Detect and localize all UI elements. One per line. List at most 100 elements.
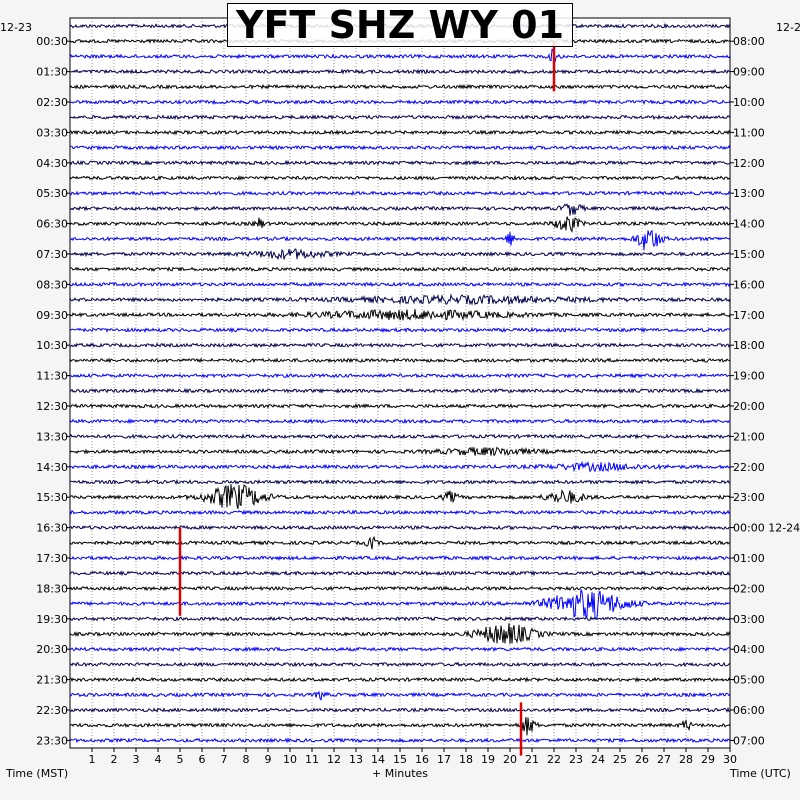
right-tick-label: 15:00 [733,248,765,261]
trace-row-20 [69,326,731,334]
x-tick-label: 17 [437,753,451,766]
trace-row-18 [69,293,731,306]
trace-row-25 [69,403,731,410]
left-date-label: 12-23 [0,21,32,34]
left-axis: 00:30 01:30 02:30 03:30 04:30 05:30 06:30 07:30… [36,35,70,747]
right-tick-label: 09:00 [733,66,765,79]
x-label-center: + Minutes [372,767,429,780]
x-tick-label: 19 [481,753,495,766]
right-tick-label: 10:00 [733,96,765,109]
x-tick-label: 11 [305,753,319,766]
x-tick-label: 7 [221,753,228,766]
trace-row-43 [69,676,731,683]
x-axis: 1 2 3 4 5 6 7 8 9 10 11 12 13 14 15 16 17 18 19 20 21 22 23 24 2… [89,748,737,766]
left-tick-label: 09:30 [36,309,68,322]
left-tick-label: 15:30 [36,491,68,504]
trace-row-30 [69,478,731,486]
x-tick-label: 6 [199,753,206,766]
right-axis: 08:00 09:00 10:00 11:00 12:00 13:00 14:00 15:00… [730,35,800,747]
trace-row-42 [69,661,731,668]
trace-row-39 [69,615,731,622]
trace-row-5 [69,99,731,106]
trace-row-29 [69,460,731,473]
trace-row-2 [69,48,731,63]
trace-row-45 [69,706,731,713]
trace-row-40 [69,623,731,644]
x-label-right: Time (UTC) [730,767,791,780]
x-tick-label: 24 [591,753,605,766]
left-tick-label: 16:30 [36,522,68,535]
right-tick-label: 08:00 [733,35,765,48]
left-tick-label: 19:30 [36,613,68,626]
x-tick-label: 26 [635,753,649,766]
trace-row-26 [69,418,731,425]
x-tick-label: 2 [111,753,118,766]
trace-row-44 [69,690,731,701]
left-tick-label: 14:30 [36,461,68,474]
right-tick-label: 19:00 [733,370,765,383]
left-tick-label: 13:30 [36,430,68,443]
x-tick-label: 4 [155,753,162,766]
x-tick-label: 22 [547,753,561,766]
trace-row-27 [69,433,731,440]
trace-row-16 [69,266,731,273]
left-tick-label: 03:30 [36,126,68,139]
trace-row-4 [69,83,731,90]
x-tick-label: 9 [265,753,272,766]
x-tick-label: 27 [657,753,671,766]
trace-row-22 [69,357,731,364]
x-tick-label: 28 [679,753,693,766]
left-tick-label: 02:30 [36,96,68,109]
trace-row-15 [69,248,731,261]
x-tick-label: 30 [723,753,737,766]
trace-row-31 [69,484,731,509]
left-tick-label: 12:30 [36,400,68,413]
trace-row-21 [69,342,731,349]
x-tick-label: 21 [525,753,539,766]
trace-row-41 [69,646,731,653]
x-tick-label: 16 [415,753,429,766]
trace-row-46 [69,716,731,736]
trace-row-19 [69,309,731,322]
right-date-label: 12-23 [776,21,800,34]
x-tick-label: 23 [569,753,583,766]
trace-row-3 [70,68,731,75]
trace-row-12 [69,203,731,216]
left-tick-label: 04:30 [36,157,68,170]
right-tick-label: 13:00 [733,187,765,200]
trace-row-28 [69,446,731,457]
left-tick-label: 22:30 [36,704,68,717]
trace-row-47 [69,737,731,744]
traces [69,22,731,744]
trace-row-13 [69,216,731,233]
x-tick-label: 12 [327,753,341,766]
right-tick-label: 03:00 [733,613,765,626]
x-tick-label: 10 [283,753,297,766]
right-tick-label: 12:00 [733,157,765,170]
right-tick-label: 01:00 [733,552,765,565]
left-tick-label: 17:30 [36,552,68,565]
right-tick-label: 21:00 [733,430,765,443]
x-tick-label: 1 [89,753,96,766]
trace-row-8 [69,144,731,151]
x-tick-label: 20 [503,753,517,766]
left-tick-label: 23:30 [36,734,68,747]
left-tick-label: 10:30 [36,339,68,352]
right-tick-label: 02:00 [733,582,765,595]
left-tick-label: 06:30 [36,218,68,231]
trace-row-9 [69,159,731,166]
right-tick-label: 06:00 [733,704,765,717]
trace-row-24 [69,387,731,394]
x-tick-label: 14 [371,753,385,766]
right-tick-label: 11:00 [733,126,765,139]
trace-row-6 [69,114,731,121]
trace-row-10 [69,174,731,182]
left-tick-label: 05:30 [36,187,68,200]
pick-marks [178,41,556,756]
chart-title: YFT SHZ WY 01 [227,3,573,47]
trace-row-11 [69,190,731,197]
right-tick-label: 16:00 [733,278,765,291]
right-tick-label: 14:00 [733,218,765,231]
left-tick-label: 20:30 [36,643,68,656]
left-tick-label: 21:30 [36,674,68,687]
